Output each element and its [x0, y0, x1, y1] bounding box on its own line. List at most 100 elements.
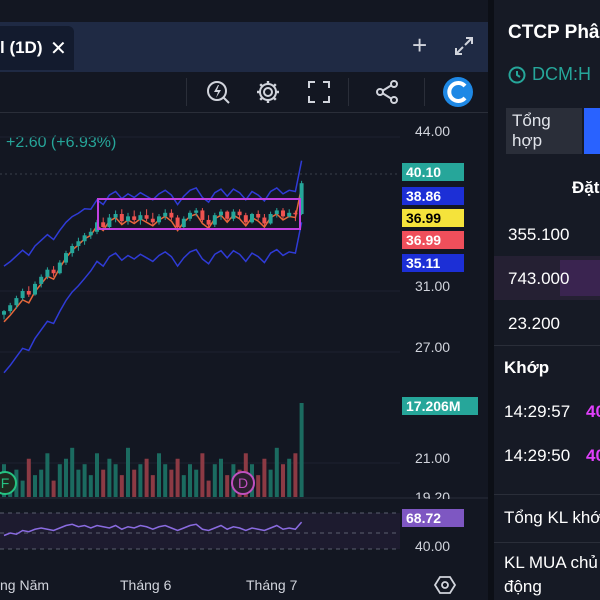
price-change-label: +2.60 (+6.93%): [6, 134, 117, 151]
price-axis-tick: 31.00: [415, 278, 451, 294]
volume-bar: [157, 453, 161, 497]
candle-body: [256, 214, 261, 218]
logo-icon[interactable]: [442, 76, 474, 108]
candle-body: [200, 210, 205, 220]
clock-status-icon: [508, 66, 526, 84]
divider: [494, 345, 600, 346]
chart-tab[interactable]: [0, 26, 74, 70]
candle-body: [219, 211, 223, 216]
candle-body: [107, 217, 112, 228]
tab-overview[interactable]: Tổng hợp: [506, 108, 582, 154]
time-axis-tick: Tháng 7: [246, 577, 298, 593]
volume-bar: [299, 403, 304, 497]
order-volume: 743.000: [508, 269, 570, 288]
match-time: 14:29:57: [504, 402, 571, 421]
volume-bar: [150, 475, 155, 497]
candle-body: [268, 214, 273, 224]
volume-bar: [95, 453, 99, 497]
time-axis-tick: Tháng 6: [120, 577, 172, 593]
volume-bar: [287, 458, 292, 497]
candle-body: [299, 183, 304, 214]
volume-bar: [26, 458, 31, 497]
chart-settings-icon[interactable]: [434, 574, 456, 596]
order-row: 743.000: [494, 256, 600, 300]
volume-bar: [113, 464, 118, 497]
order-depth-bar: [560, 260, 600, 296]
volume-bar: [188, 464, 192, 497]
lower-band-label: 35.11: [402, 254, 464, 272]
candle-body: [231, 211, 236, 219]
match-time: 14:29:50: [504, 446, 571, 465]
candle-body: [76, 241, 81, 246]
volume-bar: [107, 458, 112, 497]
chart-toolbar: [0, 72, 488, 113]
match-price: 40: [586, 446, 600, 465]
candle-body: [150, 218, 155, 223]
price-axis-tick: 27.00: [415, 339, 451, 355]
candle-body: [126, 216, 130, 222]
event-marker-d[interactable]: D: [229, 469, 257, 497]
gear-icon[interactable]: [254, 78, 282, 106]
add-tab-icon[interactable]: +: [412, 30, 428, 60]
candle-body: [188, 212, 192, 219]
volume-bar: [88, 475, 93, 497]
candle-body: [138, 215, 143, 220]
candle-body: [113, 214, 118, 218]
close-tab-icon[interactable]: ✕: [50, 38, 67, 60]
lightning-search-icon[interactable]: [204, 78, 232, 106]
candle-body: [243, 215, 248, 223]
chart-tab-title[interactable]: l (1D): [0, 38, 43, 57]
candle-body: [57, 262, 62, 274]
candle-body: [119, 214, 124, 222]
volume-bar: [181, 475, 186, 497]
volume-bar: [212, 464, 217, 497]
candle-body: [70, 245, 75, 254]
share-icon[interactable]: [373, 78, 401, 106]
volume-bar: [281, 464, 285, 497]
tab-secondary[interactable]: [584, 108, 600, 154]
candle-body: [132, 216, 137, 220]
rsi-axis-tick: 40.00: [415, 538, 451, 554]
chart-panel: [0, 0, 488, 600]
chart-tab-bar: [0, 22, 488, 72]
volume-bar: [144, 458, 149, 497]
candle-body: [144, 215, 149, 219]
ticker-symbol[interactable]: DCM:H: [532, 64, 591, 84]
candle-body: [101, 222, 106, 228]
candlesticks: [2, 180, 304, 320]
volume-bar: [262, 458, 267, 497]
stock-info-panel: CTCP Phâ DCM:H Tổng hợp Đặt 355.100 743.…: [494, 0, 600, 600]
volume-bar: [268, 469, 273, 497]
candle-body: [287, 212, 292, 217]
rsi-band: [0, 513, 400, 549]
candle-body: [45, 269, 50, 277]
candle-body: [194, 210, 199, 213]
candle-body: [175, 217, 180, 228]
volume-bar: [206, 480, 211, 497]
volume-bar: [138, 464, 143, 497]
summary-row: KL MUA chủ động: [494, 542, 600, 600]
event-marker-f[interactable]: F: [0, 469, 22, 497]
candle-body: [281, 210, 285, 217]
active-buy-label: KL MUA chủ động: [504, 553, 598, 596]
candle-body: [225, 211, 230, 219]
moving-average-line: [3, 186, 303, 323]
price-axis-tick: 21.00: [415, 450, 451, 466]
rsi-value-label: 68.72: [402, 509, 464, 527]
candle-body: [237, 211, 242, 216]
fullscreen-icon[interactable]: [305, 78, 333, 106]
last-price-label: 40.10: [402, 163, 464, 181]
toolbar-divider: [424, 78, 425, 106]
ma2-label: 36.99: [402, 231, 464, 249]
volume-bar: [45, 453, 50, 497]
summary-row: Tổng KL khớ: [494, 494, 600, 543]
volume-bar: [20, 480, 25, 497]
volume-bar: [175, 458, 180, 497]
volume-bar: [33, 475, 37, 497]
candle-body: [88, 231, 93, 236]
volume-bar: [101, 469, 106, 497]
expand-icon[interactable]: [452, 34, 476, 58]
candle-body: [293, 212, 298, 215]
volume-bar: [119, 475, 124, 497]
candle-body: [82, 235, 87, 242]
